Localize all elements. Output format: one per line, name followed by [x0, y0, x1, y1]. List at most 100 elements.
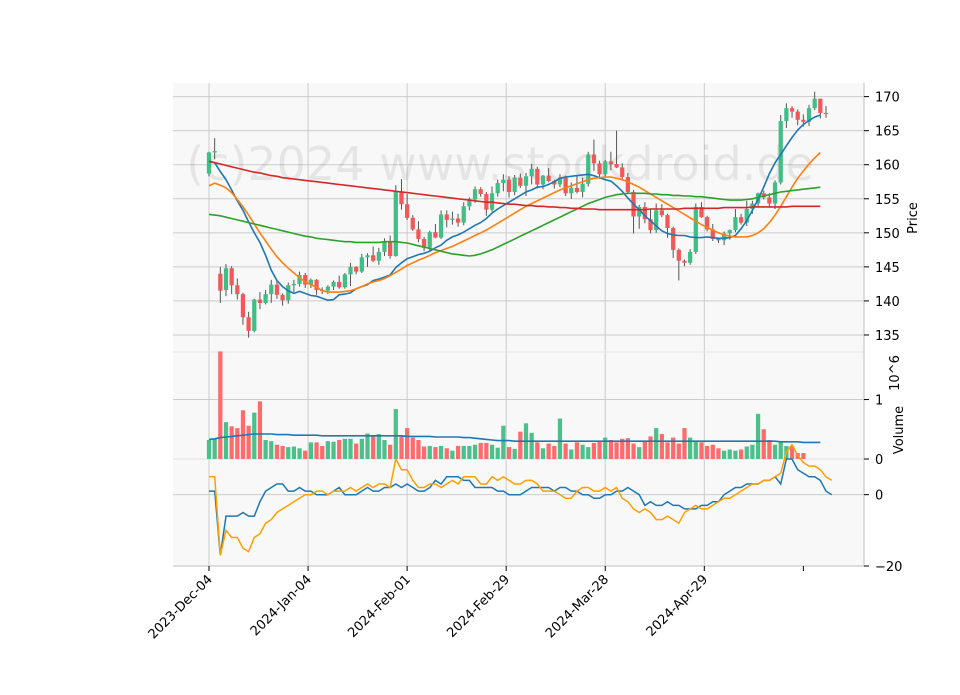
volume-bar: [625, 438, 631, 459]
candle-body: [467, 199, 472, 207]
candle-body: [557, 177, 563, 185]
volume-bar: [676, 443, 681, 459]
moving-average-line: [208, 186, 821, 257]
volume-bar: [801, 453, 806, 459]
volume-bar: [410, 437, 415, 459]
volume-bar: [620, 438, 625, 459]
volume-bar: [721, 450, 727, 459]
y-tick-label: 135: [875, 329, 900, 344]
watermark: (c)2024 www.stockdroid.de: [186, 137, 814, 191]
candle-body: [263, 294, 268, 303]
volume-bar: [789, 445, 795, 459]
x-tick-label: 2023-Dec-04: [146, 572, 216, 642]
volume-bar: [772, 444, 778, 459]
candle-body: [229, 268, 234, 286]
candle-body: [325, 286, 330, 291]
candle-body: [478, 189, 483, 195]
volume-bar: [710, 444, 715, 459]
candle-body: [308, 279, 314, 285]
volume-bar: [461, 445, 466, 459]
volume-bar: [354, 443, 359, 459]
volume-bar: [631, 443, 636, 459]
candle-body: [450, 218, 455, 220]
volume-bar: [546, 443, 551, 459]
candle-body: [625, 176, 631, 192]
volume-bar: [659, 434, 664, 459]
volume-bar: [489, 444, 495, 459]
candle-body: [682, 260, 687, 263]
candle-body: [733, 217, 738, 231]
volume-axis-title: Volume: [892, 406, 907, 454]
volume-bar: [540, 448, 546, 459]
volume-bar: [738, 449, 744, 459]
volume-bar: [320, 445, 325, 459]
volume-bar: [608, 439, 614, 459]
y-tick-label: 0: [875, 489, 883, 504]
candle-body: [603, 161, 608, 175]
y-tick-label: 140: [875, 295, 900, 310]
volume-bar: [286, 447, 291, 459]
candle-body: [331, 281, 336, 287]
candle-body: [371, 255, 376, 261]
volume-bar: [569, 449, 574, 459]
volume-bar: [682, 428, 687, 459]
candle-body: [223, 268, 229, 291]
volume-bar: [438, 445, 444, 459]
oscillator-line: [209, 443, 833, 556]
volume-bars: [206, 351, 821, 459]
volume-bar: [342, 438, 347, 459]
candle-body: [608, 161, 614, 165]
volume-bar: [218, 351, 223, 459]
volume-bar: [450, 450, 455, 459]
volume-bar: [433, 447, 438, 459]
y-tick-label: 0: [875, 453, 883, 468]
volume-bar: [399, 435, 404, 459]
volume-bar: [252, 412, 257, 459]
candle-body: [699, 206, 704, 218]
volume-axis-exponent: 10^6: [888, 355, 903, 391]
candle-body: [546, 175, 551, 182]
candle-body: [767, 197, 772, 204]
candle-body: [348, 266, 353, 275]
moving-averages: [208, 114, 833, 556]
volume-bar: [750, 444, 755, 459]
volume-bar: [744, 446, 749, 459]
volume-bar: [597, 441, 602, 459]
volume-bar: [557, 418, 563, 459]
volume-bar: [591, 442, 597, 459]
candle-body: [795, 111, 800, 120]
volume-bar: [699, 442, 704, 459]
candle-body: [818, 98, 823, 113]
candle-body: [212, 151, 217, 153]
moving-average-line: [208, 160, 821, 211]
volume-bar: [421, 446, 427, 459]
candle-body: [240, 294, 246, 318]
price-axis-title: Price: [906, 202, 921, 234]
x-tick-label: 2024-Mar-28: [543, 572, 612, 641]
volume-bar: [755, 413, 761, 459]
candle-body: [620, 167, 625, 177]
volume-bar: [778, 441, 783, 459]
volume-bar: [359, 438, 364, 459]
candle-body: [778, 121, 783, 183]
volume-bar: [495, 447, 500, 459]
candle-body: [569, 187, 574, 194]
candle-body: [540, 175, 546, 185]
candle-body: [727, 230, 732, 234]
volume-bar: [648, 436, 653, 459]
candle-body: [529, 168, 534, 177]
candle-body: [235, 285, 240, 295]
volume-bar: [705, 445, 710, 459]
candle-body: [404, 204, 410, 218]
candle-body: [721, 233, 727, 241]
candle-body: [574, 187, 580, 192]
volume-bar: [246, 425, 251, 459]
candle-body: [455, 218, 461, 223]
candle-body: [252, 299, 257, 331]
volume-bar: [393, 409, 398, 459]
candle-body: [738, 217, 744, 223]
candle-body: [337, 281, 342, 288]
candle-body: [291, 283, 297, 286]
candle-body: [648, 219, 653, 231]
